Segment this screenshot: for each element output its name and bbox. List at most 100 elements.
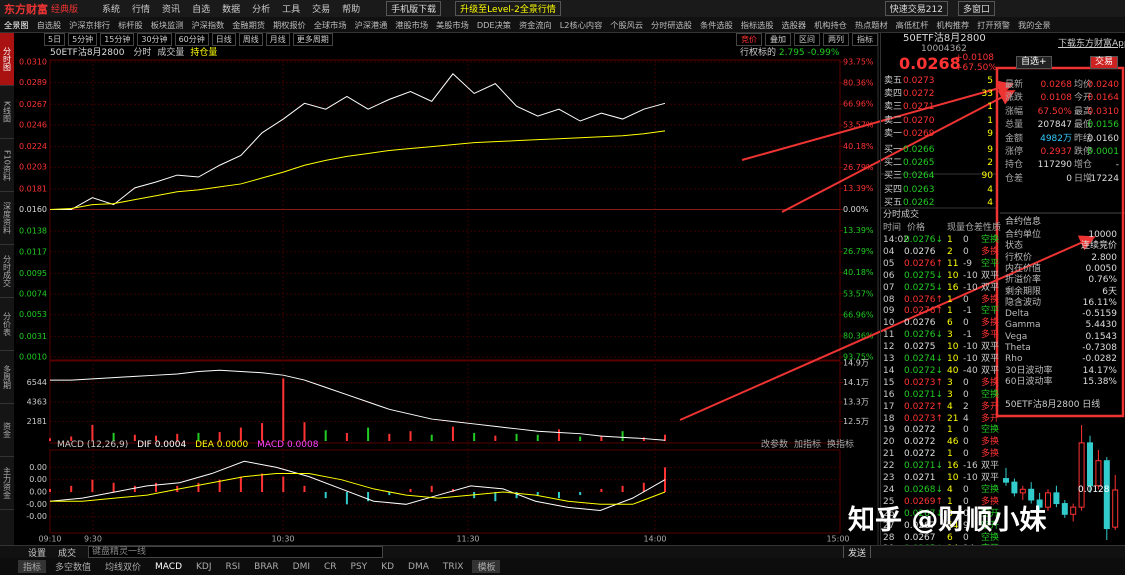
tool-button[interactable]: 指标 (852, 33, 878, 46)
side-tab[interactable]: 分时成交 (0, 245, 14, 298)
indicator-tab[interactable]: 模板 (472, 560, 501, 573)
nav-item[interactable]: DDE决策 (476, 19, 511, 30)
menu-item[interactable]: 系统 (102, 5, 121, 15)
nav-item[interactable]: 选股器 (781, 19, 807, 30)
nav-item[interactable]: 个股风云 (610, 19, 644, 30)
indicator-tab[interactable]: TRIX (442, 561, 464, 572)
bottom-button[interactable]: 设置 (28, 548, 47, 559)
side-tab[interactable]: 资金 (0, 404, 14, 457)
menu-right[interactable]: 多窗口 (957, 1, 995, 16)
nav-item[interactable]: 高低杠杆 (895, 19, 929, 30)
nav-item[interactable]: 我的全景 (1017, 19, 1051, 30)
indicator-tab[interactable]: DMI (292, 561, 310, 572)
panel-button[interactable]: 自选+ (1016, 56, 1052, 69)
menu-link[interactable]: 升级至Level-2全景行情 (455, 1, 561, 16)
trade-nature: 空换 (981, 532, 1000, 543)
nav-item[interactable]: 指标选股 (740, 19, 774, 30)
period-button[interactable]: 更多周期 (292, 33, 333, 46)
nav-item[interactable]: 打开预警 (977, 19, 1010, 30)
trade-volume: 2 (947, 246, 953, 257)
indicator-tab[interactable]: MACD (155, 561, 183, 572)
indicator-tab[interactable]: PSY (350, 561, 368, 572)
nav-item[interactable]: 全景图 (4, 19, 29, 30)
period-button[interactable]: 15分钟 (100, 33, 135, 46)
side-tab[interactable]: F10资料 (0, 139, 14, 192)
period-button[interactable]: 5日 (44, 33, 66, 46)
tool-button[interactable]: 竞价 (736, 33, 762, 46)
nav-item[interactable]: 全球市场 (313, 19, 347, 30)
nav-item[interactable]: 机构持仓 (814, 19, 847, 30)
menu-item[interactable]: 帮助 (342, 5, 361, 15)
indicator-tab[interactable]: RSI (225, 561, 241, 572)
nav-item[interactable]: 资金流向 (518, 19, 552, 30)
side-tab[interactable]: 主力资金 (0, 457, 14, 510)
tool-button[interactable]: 两列 (823, 33, 849, 46)
nav-item[interactable]: L2核心内容 (559, 19, 603, 30)
panel-button[interactable]: 交易 (1090, 56, 1119, 69)
menu-item[interactable]: 行情 (132, 5, 151, 15)
side-tab[interactable]: K线图 (0, 86, 14, 139)
volume-bar (282, 378, 285, 441)
macd-button[interactable]: 加指标 (794, 440, 822, 450)
period-button[interactable]: 周线 (238, 33, 263, 46)
nav-item[interactable]: 港股市场 (395, 19, 429, 30)
nav-item[interactable]: 沪深京排行 (69, 19, 111, 30)
nav-item[interactable]: 沪深指数 (191, 19, 225, 30)
nav-item[interactable]: 分时研选股 (651, 19, 692, 30)
indicator-tab[interactable]: 多空数值 (55, 563, 92, 573)
menu-right[interactable]: 快速交易212 (884, 1, 948, 16)
nav-item[interactable]: 机构推荐 (936, 19, 970, 30)
contract-label: 合约单位 (1005, 230, 1042, 240)
side-tab[interactable]: 分价表 (0, 298, 14, 351)
indicator-tab[interactable]: KDJ (196, 561, 212, 572)
side-tab[interactable]: 分时图 (0, 33, 14, 86)
period-button[interactable]: 月线 (265, 33, 290, 46)
indicator-tab[interactable]: DMA (408, 561, 429, 572)
side-tab[interactable]: 多周期 (0, 351, 14, 404)
menu-item[interactable]: 工具 (282, 5, 301, 15)
menu-item[interactable]: 资讯 (162, 5, 181, 15)
period-button[interactable]: 60分钟 (174, 33, 209, 46)
contract-value: 5.4430 (1085, 320, 1118, 331)
period-button[interactable]: 日线 (211, 33, 236, 46)
nav-item[interactable]: 板块监测 (150, 19, 184, 30)
indicator-tab[interactable]: BRAR (254, 561, 279, 572)
nav-item[interactable]: 自选股 (36, 19, 62, 30)
send-button[interactable]: 发送 (843, 546, 872, 558)
command-input[interactable]: 键盘精灵一线 (88, 546, 384, 558)
trade-oi: 0 (963, 246, 969, 257)
macd-button[interactable]: 换指标 (827, 440, 855, 450)
stat-value: 0.2937 (1040, 147, 1073, 157)
nav-item[interactable]: 沪深港通 (354, 19, 388, 30)
y2-tick-label: 66.96% (843, 100, 874, 109)
menu-item[interactable]: 自选 (192, 5, 211, 15)
indicator-tab[interactable]: 指标 (18, 560, 47, 573)
period-button[interactable]: 30分钟 (137, 33, 172, 46)
menu-link[interactable]: 手机版下载 (386, 1, 442, 16)
nav-item[interactable]: 标杆股 (118, 19, 143, 30)
app-link[interactable]: 下载东方财富App (1058, 39, 1125, 49)
nav-item[interactable]: 条件选股 (700, 19, 733, 30)
nav-item[interactable]: 美股市场 (436, 19, 469, 30)
indicator-tab[interactable]: KD (381, 561, 395, 572)
nav-item[interactable]: 金融期货 (232, 19, 265, 30)
menu-item[interactable]: 交易 (312, 5, 331, 15)
bottom-button[interactable]: 成交 (58, 548, 77, 559)
side-tab[interactable]: 深度资料 (0, 192, 14, 245)
trade-oi: 0 (963, 235, 969, 245)
macd-button[interactable]: 改参数 (761, 440, 789, 450)
y2-tick-label: 93.75% (843, 353, 874, 362)
period-button[interactable]: 5分钟 (68, 33, 98, 46)
tool-button[interactable]: 区间 (794, 33, 820, 46)
nav-item[interactable]: 期权报价 (272, 19, 306, 30)
indicator-tab[interactable]: CR (324, 561, 337, 572)
tool-button[interactable]: 叠加 (765, 33, 791, 46)
y2-tick-label: 12.5万 (843, 417, 869, 426)
indicator-tab[interactable]: 均线双价 (105, 563, 142, 573)
menu-item[interactable]: 数据 (222, 5, 241, 15)
nav-item[interactable]: 热点题材 (854, 19, 888, 30)
trade-price: 0.0272 (904, 437, 936, 448)
menu-item[interactable]: 分析 (252, 5, 271, 15)
y-tick-label: 0.0031 (19, 332, 47, 341)
book-price: 0.0262 (903, 197, 935, 208)
